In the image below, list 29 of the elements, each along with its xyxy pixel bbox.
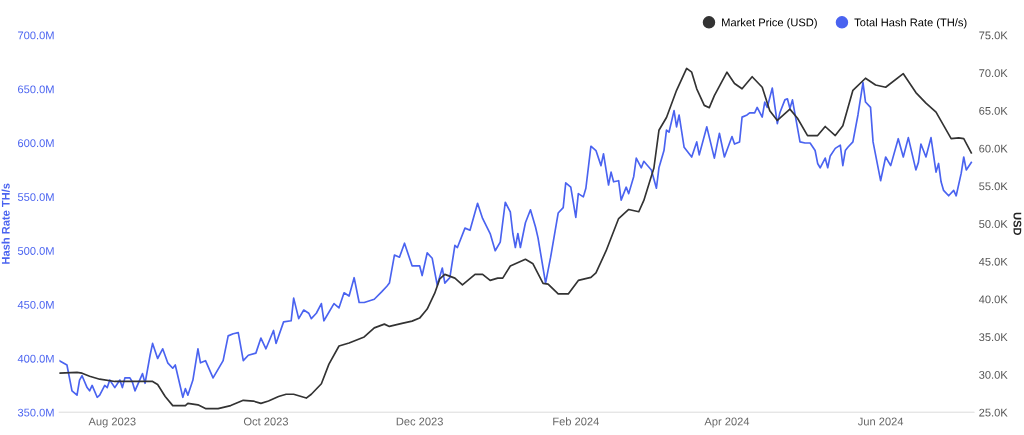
legend-label: Total Hash Rate (TH/s) xyxy=(854,18,967,29)
y-axis-title: Hash Rate TH/s xyxy=(1,183,10,264)
y-tick-label: 350.0M xyxy=(17,408,54,417)
y2-tick-label: 70.0K xyxy=(979,69,1008,78)
y2-tick-label: 30.0K xyxy=(979,370,1008,379)
y2-tick-label: 60.0K xyxy=(979,144,1008,153)
x-tick-label: Jun 2024 xyxy=(857,417,904,426)
y2-tick-label: 40.0K xyxy=(978,295,1008,304)
x-tick-label: Aug 2023 xyxy=(88,417,136,428)
y-tick-label: 400.0M xyxy=(17,354,54,363)
y2-tick-label: 75.0K xyxy=(979,31,1008,40)
y-tick-label: 650.0M xyxy=(18,85,54,94)
y-tick-label: 700.0M xyxy=(18,31,54,40)
y-tick-label: 550.0M xyxy=(17,193,54,201)
y2-tick-label: 50.0K xyxy=(979,220,1008,228)
legend-label: Market Price (USD) xyxy=(722,18,817,29)
x-tick-label: Apr 2024 xyxy=(704,417,750,428)
y-tick-label: 600.0M xyxy=(18,139,54,148)
y2-axis-title: USD xyxy=(1013,212,1022,236)
y2-tick-label: 45.0K xyxy=(978,257,1008,266)
y2-tick-label: 25.0K xyxy=(979,408,1008,417)
x-tick-label: Dec 2023 xyxy=(396,417,443,426)
y2-tick-label: 35.0K xyxy=(979,333,1008,342)
y2-tick-label: 65.0K xyxy=(979,106,1008,115)
x-tick-label: Feb 2024 xyxy=(553,417,599,426)
x-tick-label: Oct 2023 xyxy=(243,417,289,426)
y2-tick-label: 55.0K xyxy=(979,182,1008,191)
y-tick-label: 450.0M xyxy=(17,300,54,309)
y-tick-label: 500.0M xyxy=(17,247,54,255)
